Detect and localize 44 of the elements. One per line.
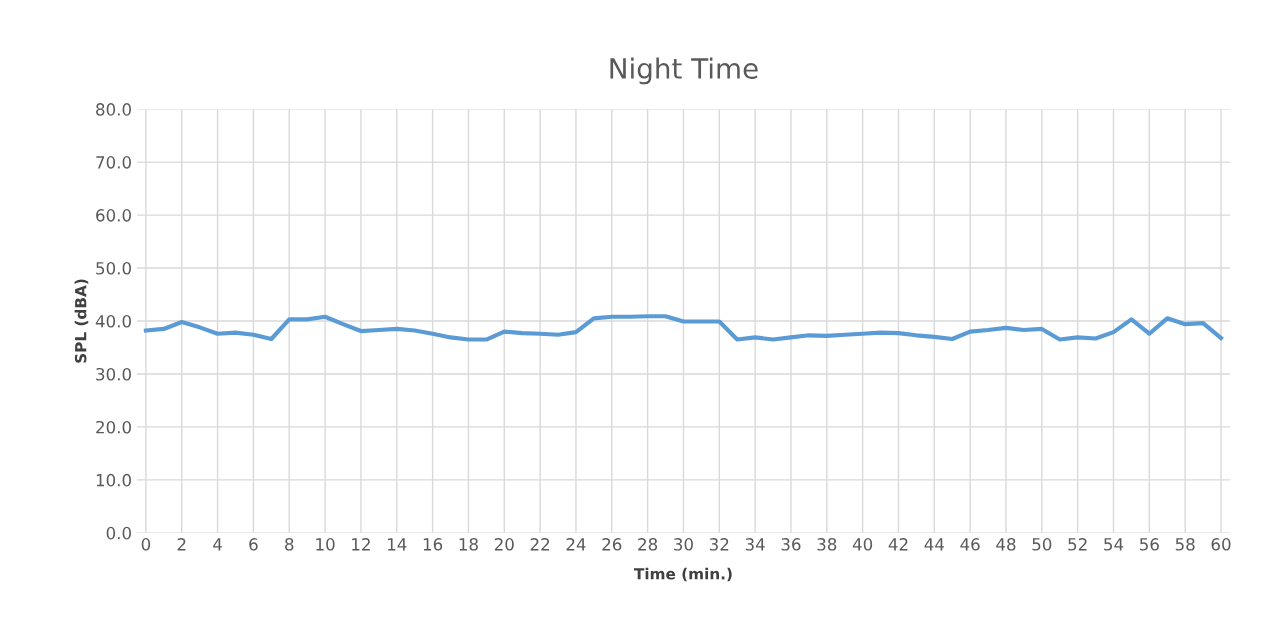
x-tick-label: 4 (213, 538, 222, 551)
x-tick-label: 52 (1068, 538, 1087, 551)
x-tick-label: 48 (996, 538, 1016, 551)
x-tick-label: 44 (924, 538, 944, 551)
x-tick-label: 42 (888, 538, 908, 551)
y-tick-label: 40.0 (95, 314, 131, 328)
x-tick-label: 36 (781, 538, 801, 551)
x-tick-label: 14 (387, 538, 407, 551)
x-axis-title: Time (min.) (633, 567, 732, 582)
x-tick-label: 18 (459, 538, 478, 551)
line-series (143, 314, 1224, 342)
x-tick-label: 28 (638, 538, 658, 551)
x-tick-label: 40 (852, 538, 873, 551)
y-axis-title: SPL (dBA) (74, 279, 89, 363)
x-tick-label: 34 (745, 538, 765, 551)
x-tick-label: 6 (249, 538, 258, 551)
x-tick-label: 8 (285, 538, 294, 551)
x-tick-label: 24 (566, 538, 586, 551)
chart-title: Night Time (610, 57, 758, 85)
x-tick-label: 12 (352, 538, 370, 551)
y-tick-label: 70.0 (96, 156, 131, 169)
x-tick-label: 30 (674, 538, 693, 551)
x-tick-label: 22 (530, 538, 550, 551)
x-tick-label: 0 (141, 538, 151, 551)
x-tick-label: 16 (423, 538, 443, 551)
y-tick-label: 20.0 (96, 420, 131, 434)
x-tick-label: 38 (817, 538, 837, 551)
y-tick-label: 80.0 (96, 103, 131, 116)
y-tick-label: 60.0 (96, 209, 131, 222)
x-tick-label: 60 (1211, 538, 1231, 551)
y-tick-label: 10.0 (96, 473, 131, 487)
y-tick-label: 0.0 (106, 526, 131, 540)
x-tick-label: 2 (177, 538, 186, 551)
x-tick-label: 50 (1032, 538, 1052, 551)
x-tick-label: 56 (1140, 538, 1159, 551)
x-tick-label: 32 (709, 538, 729, 551)
y-tick-label: 50.0 (96, 262, 131, 275)
x-tick-label: 46 (960, 538, 980, 551)
x-tick-label: 10 (316, 538, 335, 551)
x-tick-label: 20 (494, 538, 514, 551)
y-tick-label: 30.0 (96, 367, 131, 381)
x-tick-label: 58 (1175, 538, 1195, 551)
x-tick-label: 54 (1104, 538, 1124, 551)
x-tick-label: 26 (602, 538, 622, 551)
